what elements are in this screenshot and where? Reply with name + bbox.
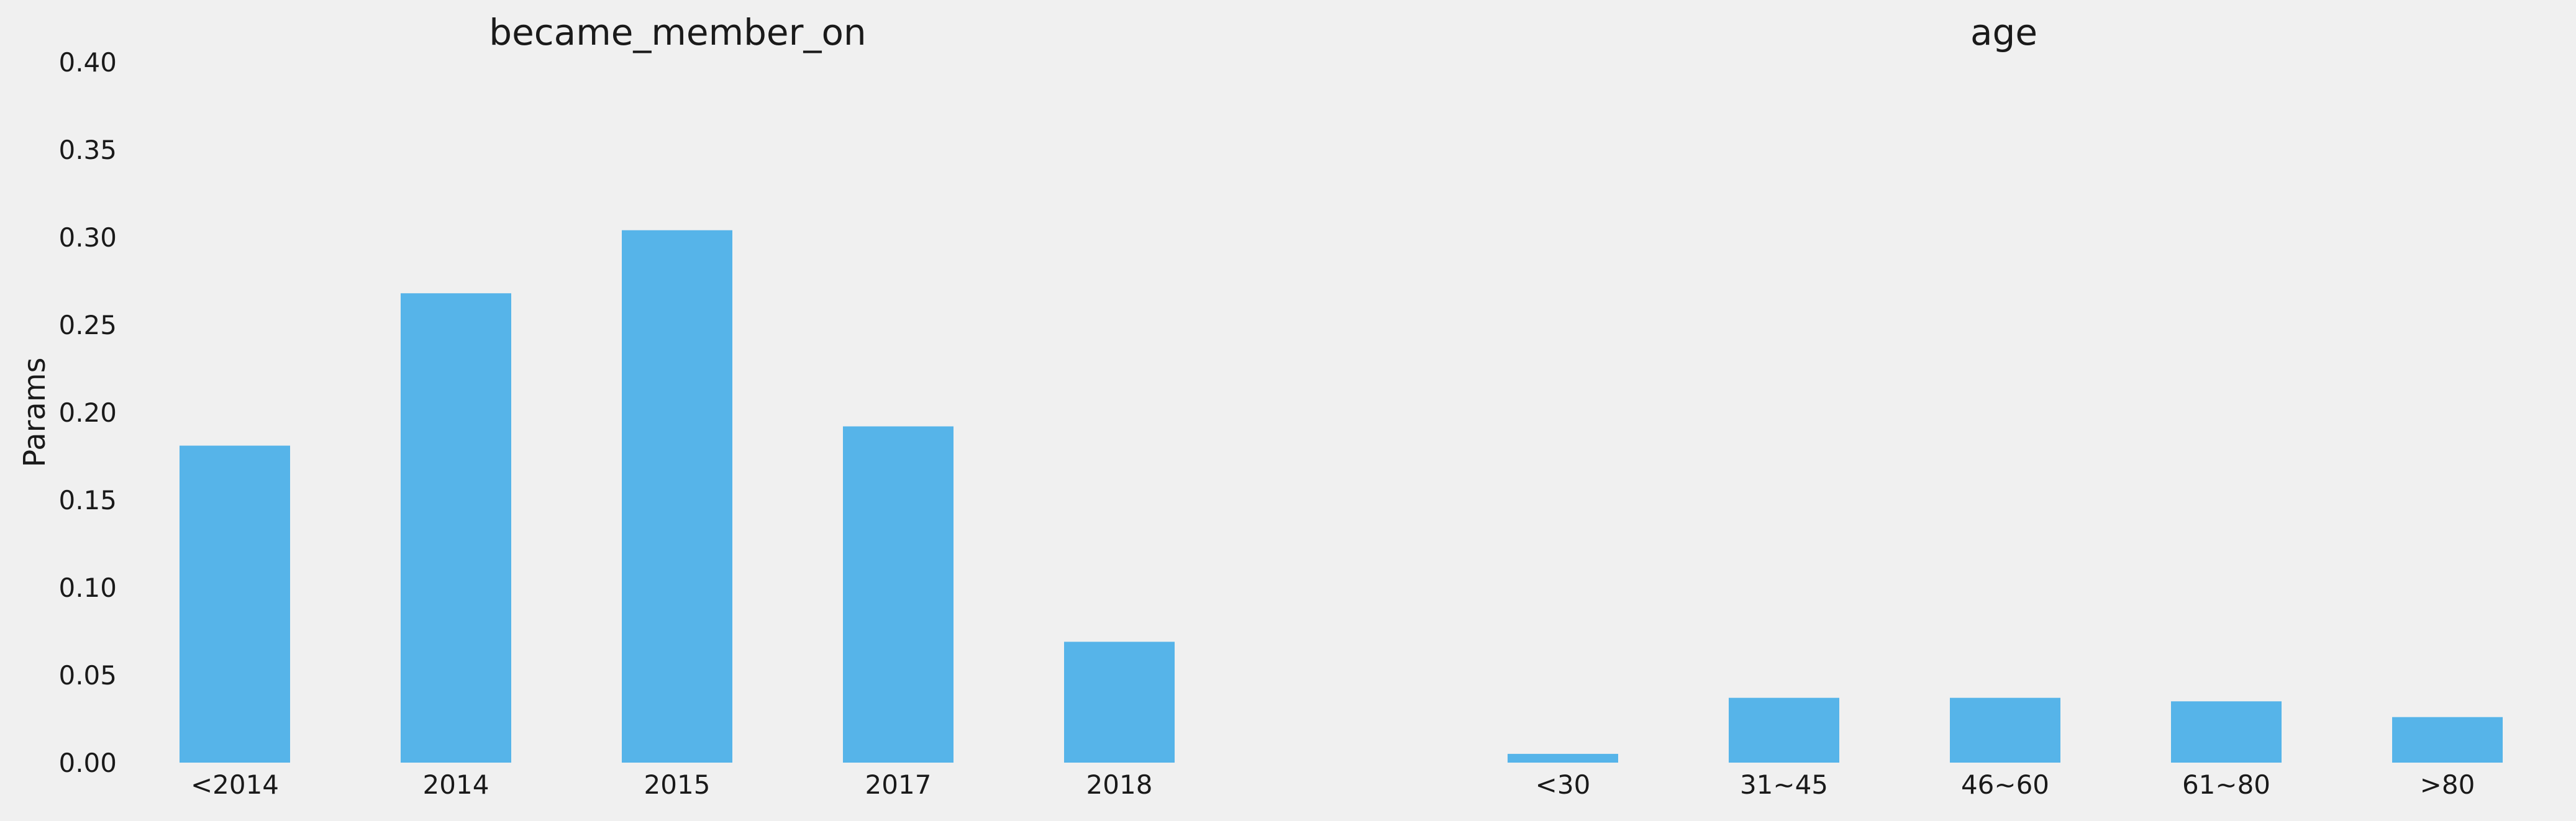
x-tick-label: <2014 [191, 769, 279, 800]
y-tick-label: 0.10 [58, 573, 117, 603]
bar [622, 230, 732, 763]
bar [2392, 717, 2503, 763]
bar [1950, 697, 2060, 763]
bar [401, 293, 511, 763]
x-tick-label: <30 [1536, 769, 1591, 800]
y-axis: 0.00 0.05 0.10 0.15 0.20 0.25 0.30 0.35 0.40 Para… [17, 47, 117, 778]
x-tick-label: 2014 [423, 769, 489, 800]
bar [1064, 642, 1175, 763]
x-tick-label: 31~45 [1740, 769, 1828, 800]
x-tick-label: 2017 [865, 769, 932, 800]
x-tick-label: 2015 [644, 769, 711, 800]
x-tick-label: >80 [2420, 769, 2475, 800]
bar [1729, 697, 1839, 763]
bar [843, 426, 953, 763]
y-axis-label: Params [17, 357, 52, 467]
y-tick-label: 0.05 [58, 660, 117, 691]
bar [1508, 753, 1618, 763]
subplot-title: became_member_on [489, 11, 866, 53]
y-tick-label: 0.35 [58, 135, 117, 165]
y-tick-label: 0.25 [58, 310, 117, 340]
bar [180, 445, 290, 763]
y-tick-label: 0.40 [58, 47, 117, 78]
y-tick-label: 0.15 [58, 485, 117, 515]
subplot-became-member-on: became_member_on <2014 2014 2015 2017 2018 [180, 11, 1175, 800]
y-tick-label: 0.30 [58, 222, 117, 253]
y-tick-label: 0.20 [58, 397, 117, 428]
x-tick-label: 61~80 [2182, 769, 2270, 800]
x-tick-label: 2018 [1086, 769, 1153, 800]
subplot-age: age <30 31~45 46~60 61~80 >80 [1508, 11, 2503, 800]
x-tick-label: 46~60 [1961, 769, 2049, 800]
subplot-title: age [1970, 11, 2037, 53]
y-tick-label: 0.00 [58, 748, 117, 778]
bar [2171, 701, 2282, 763]
